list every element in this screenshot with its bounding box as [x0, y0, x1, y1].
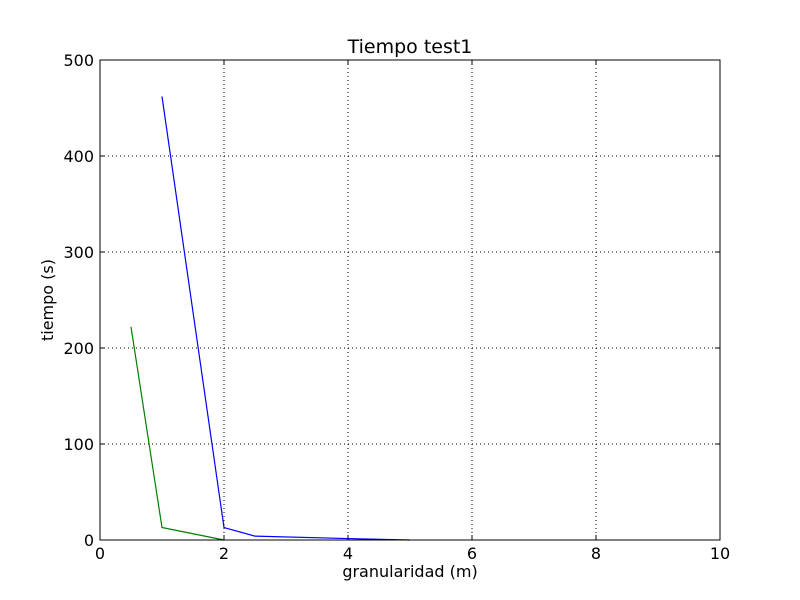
x-tick-label: 6: [467, 544, 477, 563]
x-tick-label: 8: [591, 544, 601, 563]
y-tick-label: 200: [63, 339, 94, 358]
y-tick-label: 300: [63, 243, 94, 262]
y-tick-label: 400: [63, 147, 94, 166]
y-tick-label: 0: [84, 531, 94, 550]
x-tick-label: 0: [95, 544, 105, 563]
plot-area-background: [100, 60, 720, 540]
series-layer: [130, 96, 411, 541]
x-tick-label: 2: [219, 544, 229, 563]
x-tick-label: 10: [710, 544, 730, 563]
x-tick-label: 4: [343, 544, 353, 563]
chart-title: Tiempo test1: [347, 36, 473, 58]
plot-frame: [99, 59, 721, 541]
y-tick-label: 100: [63, 435, 94, 454]
series-green-line: [130, 326, 225, 541]
y-tick-label: 500: [63, 51, 94, 70]
y-axis-label: tiempo (s): [38, 259, 57, 341]
series-blue-line: [161, 96, 411, 541]
grid: [100, 60, 720, 540]
x-axis-label: granularidad (m): [342, 562, 477, 581]
